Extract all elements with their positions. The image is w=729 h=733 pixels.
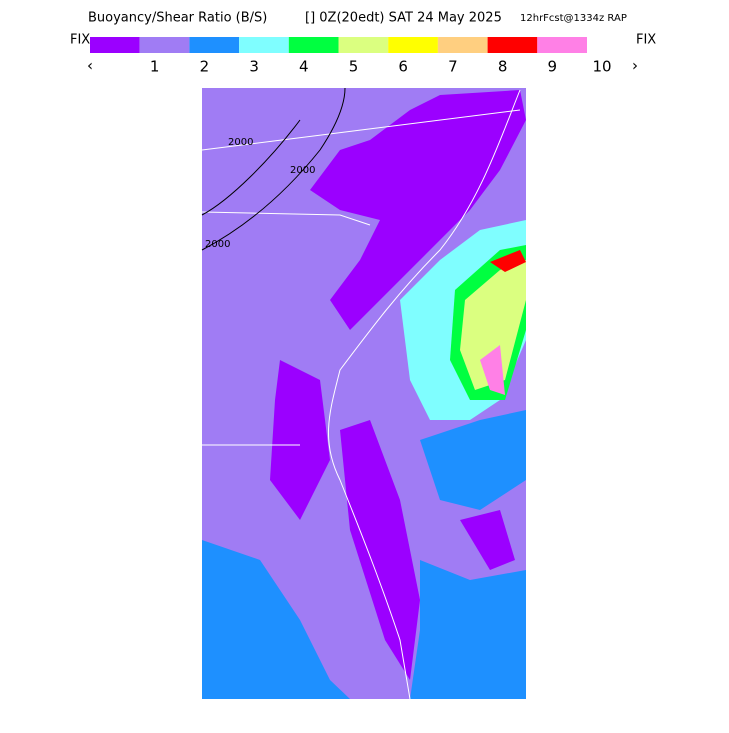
prev-arrow[interactable]: ‹ (87, 57, 93, 75)
colorbar-swatch (189, 37, 240, 53)
shade-blue (410, 560, 526, 699)
valid-time: [] 0Z(20edt) SAT 24 May 2025 (305, 11, 502, 26)
colorbar-label: 5 (349, 58, 359, 76)
colorbar: 1 2 3 4 5 6 7 8 9 10 (90, 37, 612, 76)
shade-purple (310, 90, 526, 330)
contour-label: 2000 (205, 239, 230, 250)
colorbar-label: 1 (150, 58, 160, 76)
fix-right[interactable]: FIX (636, 33, 656, 48)
colorbar-label: 7 (448, 58, 458, 76)
colorbar-swatch (437, 37, 488, 53)
colorbar-label: 4 (299, 58, 309, 76)
title: Buoyancy/Shear Ratio (B/S) (88, 11, 267, 26)
colorbar-swatch (338, 37, 389, 53)
state-borders (201, 109, 521, 446)
shade-purple (460, 510, 515, 570)
colorbar-swatch (288, 37, 339, 53)
forecast-info: 12hrFcst@1334z RAP (520, 13, 627, 24)
colorbar-label: 2 (200, 58, 210, 76)
colorbar-swatch (139, 37, 190, 53)
colorbar-swatch (239, 37, 289, 53)
shade-purple (340, 420, 420, 680)
colorbar-label: 3 (249, 58, 259, 76)
colorbar-label: 9 (548, 58, 558, 76)
colorbar-swatch (90, 37, 140, 53)
contour-label: 2000 (228, 137, 253, 148)
colorbar-label: 10 (592, 58, 611, 76)
shade-blue (420, 410, 526, 510)
shade-purple (270, 360, 330, 520)
colorbar-swatch (487, 37, 538, 53)
fix-left[interactable]: FIX (70, 33, 90, 48)
colorbar-swatch (388, 37, 438, 53)
colorbar-swatch (537, 37, 587, 53)
contour-line (201, 87, 346, 251)
shade-pink (480, 345, 505, 395)
colorbar-label: 8 (498, 58, 508, 76)
shade-yellow-green (460, 260, 526, 390)
next-arrow[interactable]: › (632, 57, 638, 75)
coastline (328, 89, 521, 700)
contour-label: 2000 (290, 165, 315, 176)
shade-blue (202, 540, 350, 699)
colorbar-label: 6 (398, 58, 408, 76)
shade-red (490, 250, 526, 272)
map: 2000 2000 2000 (201, 87, 526, 700)
